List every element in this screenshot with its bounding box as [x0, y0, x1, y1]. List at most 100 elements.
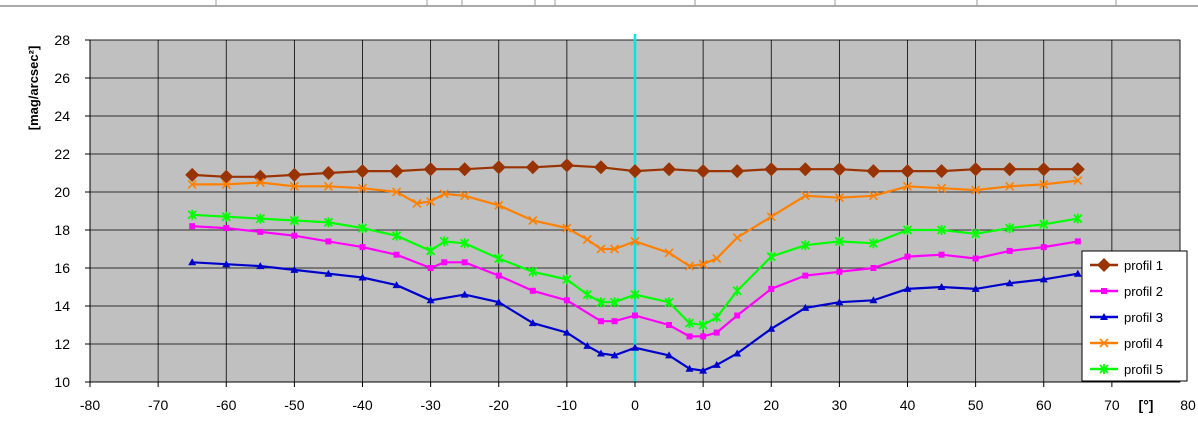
- data-point: [460, 191, 470, 201]
- y-axis-label: [mag/arcsec²]: [26, 46, 41, 131]
- data-point: [698, 259, 708, 269]
- x-tick-label: 70: [1104, 397, 1120, 413]
- data-point: [698, 320, 708, 330]
- legend-marker: [1099, 364, 1109, 374]
- data-point: [664, 248, 674, 258]
- x-tick-label: -40: [352, 397, 372, 413]
- data-point: [712, 312, 722, 323]
- data-point: [938, 251, 945, 258]
- data-point: [767, 324, 776, 332]
- data-point: [391, 230, 402, 241]
- series-1: [185, 158, 1085, 184]
- data-point: [1040, 244, 1047, 251]
- data-point: [632, 312, 638, 319]
- data-point: [255, 177, 265, 188]
- data-point: [902, 225, 913, 235]
- data-point: [730, 164, 745, 179]
- data-point: [426, 296, 435, 304]
- data-point: [611, 318, 618, 325]
- data-point: [733, 349, 742, 357]
- data-point: [1073, 176, 1083, 186]
- data-point: [221, 179, 231, 189]
- data-point: [1005, 279, 1014, 287]
- data-point: [355, 164, 370, 179]
- data-point: [903, 284, 912, 292]
- data-point: [562, 223, 572, 233]
- data-point: [358, 273, 367, 281]
- data-point: [425, 245, 436, 256]
- data-point: [460, 290, 469, 298]
- y-tick-label: 28: [54, 32, 70, 48]
- data-point: [491, 160, 506, 175]
- legend-item-2: profil 2: [1090, 284, 1163, 299]
- data-point: [221, 211, 231, 222]
- data-point: [562, 328, 571, 336]
- legend-marker: [1101, 288, 1107, 294]
- data-point: [189, 223, 196, 230]
- data-point: [936, 183, 947, 193]
- data-point: [1073, 269, 1082, 277]
- data-point: [321, 166, 336, 180]
- data-point: [712, 253, 722, 264]
- data-point: [562, 274, 572, 285]
- data-point: [766, 212, 776, 222]
- data-point: [866, 164, 881, 179]
- data-point: [528, 215, 538, 226]
- data-point: [287, 167, 302, 182]
- data-point: [563, 297, 570, 304]
- data-point: [391, 187, 402, 197]
- data-point: [685, 364, 694, 372]
- data-point: [188, 258, 197, 266]
- y-tick-label: 22: [54, 146, 70, 162]
- y-tick-label: 14: [54, 298, 70, 314]
- legend: profil 1 profil 2 profil 3 profil 4 profil 5: [1081, 250, 1188, 382]
- data-point: [1005, 223, 1015, 234]
- data-point: [1039, 275, 1048, 283]
- series-group: [185, 158, 1085, 374]
- data-point: [972, 255, 979, 262]
- data-point: [389, 164, 404, 179]
- data-point: [801, 303, 810, 311]
- data-point: [1070, 162, 1085, 177]
- data-point: [290, 265, 299, 273]
- data-point: [291, 232, 298, 239]
- y-tick-label: 26: [54, 70, 70, 86]
- data-point: [423, 162, 438, 177]
- legend-marker: [1099, 338, 1109, 348]
- data-point: [441, 259, 448, 266]
- data-point: [835, 298, 844, 306]
- data-point: [357, 223, 368, 234]
- data-point: [834, 236, 845, 247]
- data-point: [630, 236, 640, 246]
- x-tick-label: -50: [284, 397, 304, 413]
- data-point: [764, 162, 779, 177]
- x-tick-label: 20: [763, 397, 779, 413]
- data-point: [713, 329, 720, 336]
- data-point: [684, 318, 695, 329]
- y-tick-label: 24: [54, 108, 70, 124]
- data-point: [686, 333, 693, 340]
- data-point: [934, 164, 949, 179]
- data-point: [253, 169, 268, 184]
- data-point: [836, 268, 843, 275]
- series-2: [189, 223, 1081, 340]
- data-point: [357, 183, 368, 193]
- legend-label: profil 4: [1124, 336, 1163, 351]
- data-point: [323, 217, 334, 228]
- data-point: [696, 164, 711, 179]
- data-point: [1039, 179, 1049, 189]
- data-point: [393, 251, 400, 258]
- data-point: [869, 296, 878, 304]
- data-point: [439, 189, 449, 199]
- data-point: [582, 289, 592, 300]
- data-point: [461, 259, 468, 266]
- x-tick-label: 10: [695, 397, 711, 413]
- data-point: [800, 191, 810, 201]
- data-point: [597, 318, 604, 325]
- x-axis-unit-label: [°]: [1139, 397, 1154, 413]
- data-point: [1036, 162, 1051, 177]
- data-point: [628, 164, 642, 179]
- data-point: [325, 238, 332, 245]
- data-point: [593, 160, 608, 175]
- x-tick-label: -10: [557, 397, 577, 413]
